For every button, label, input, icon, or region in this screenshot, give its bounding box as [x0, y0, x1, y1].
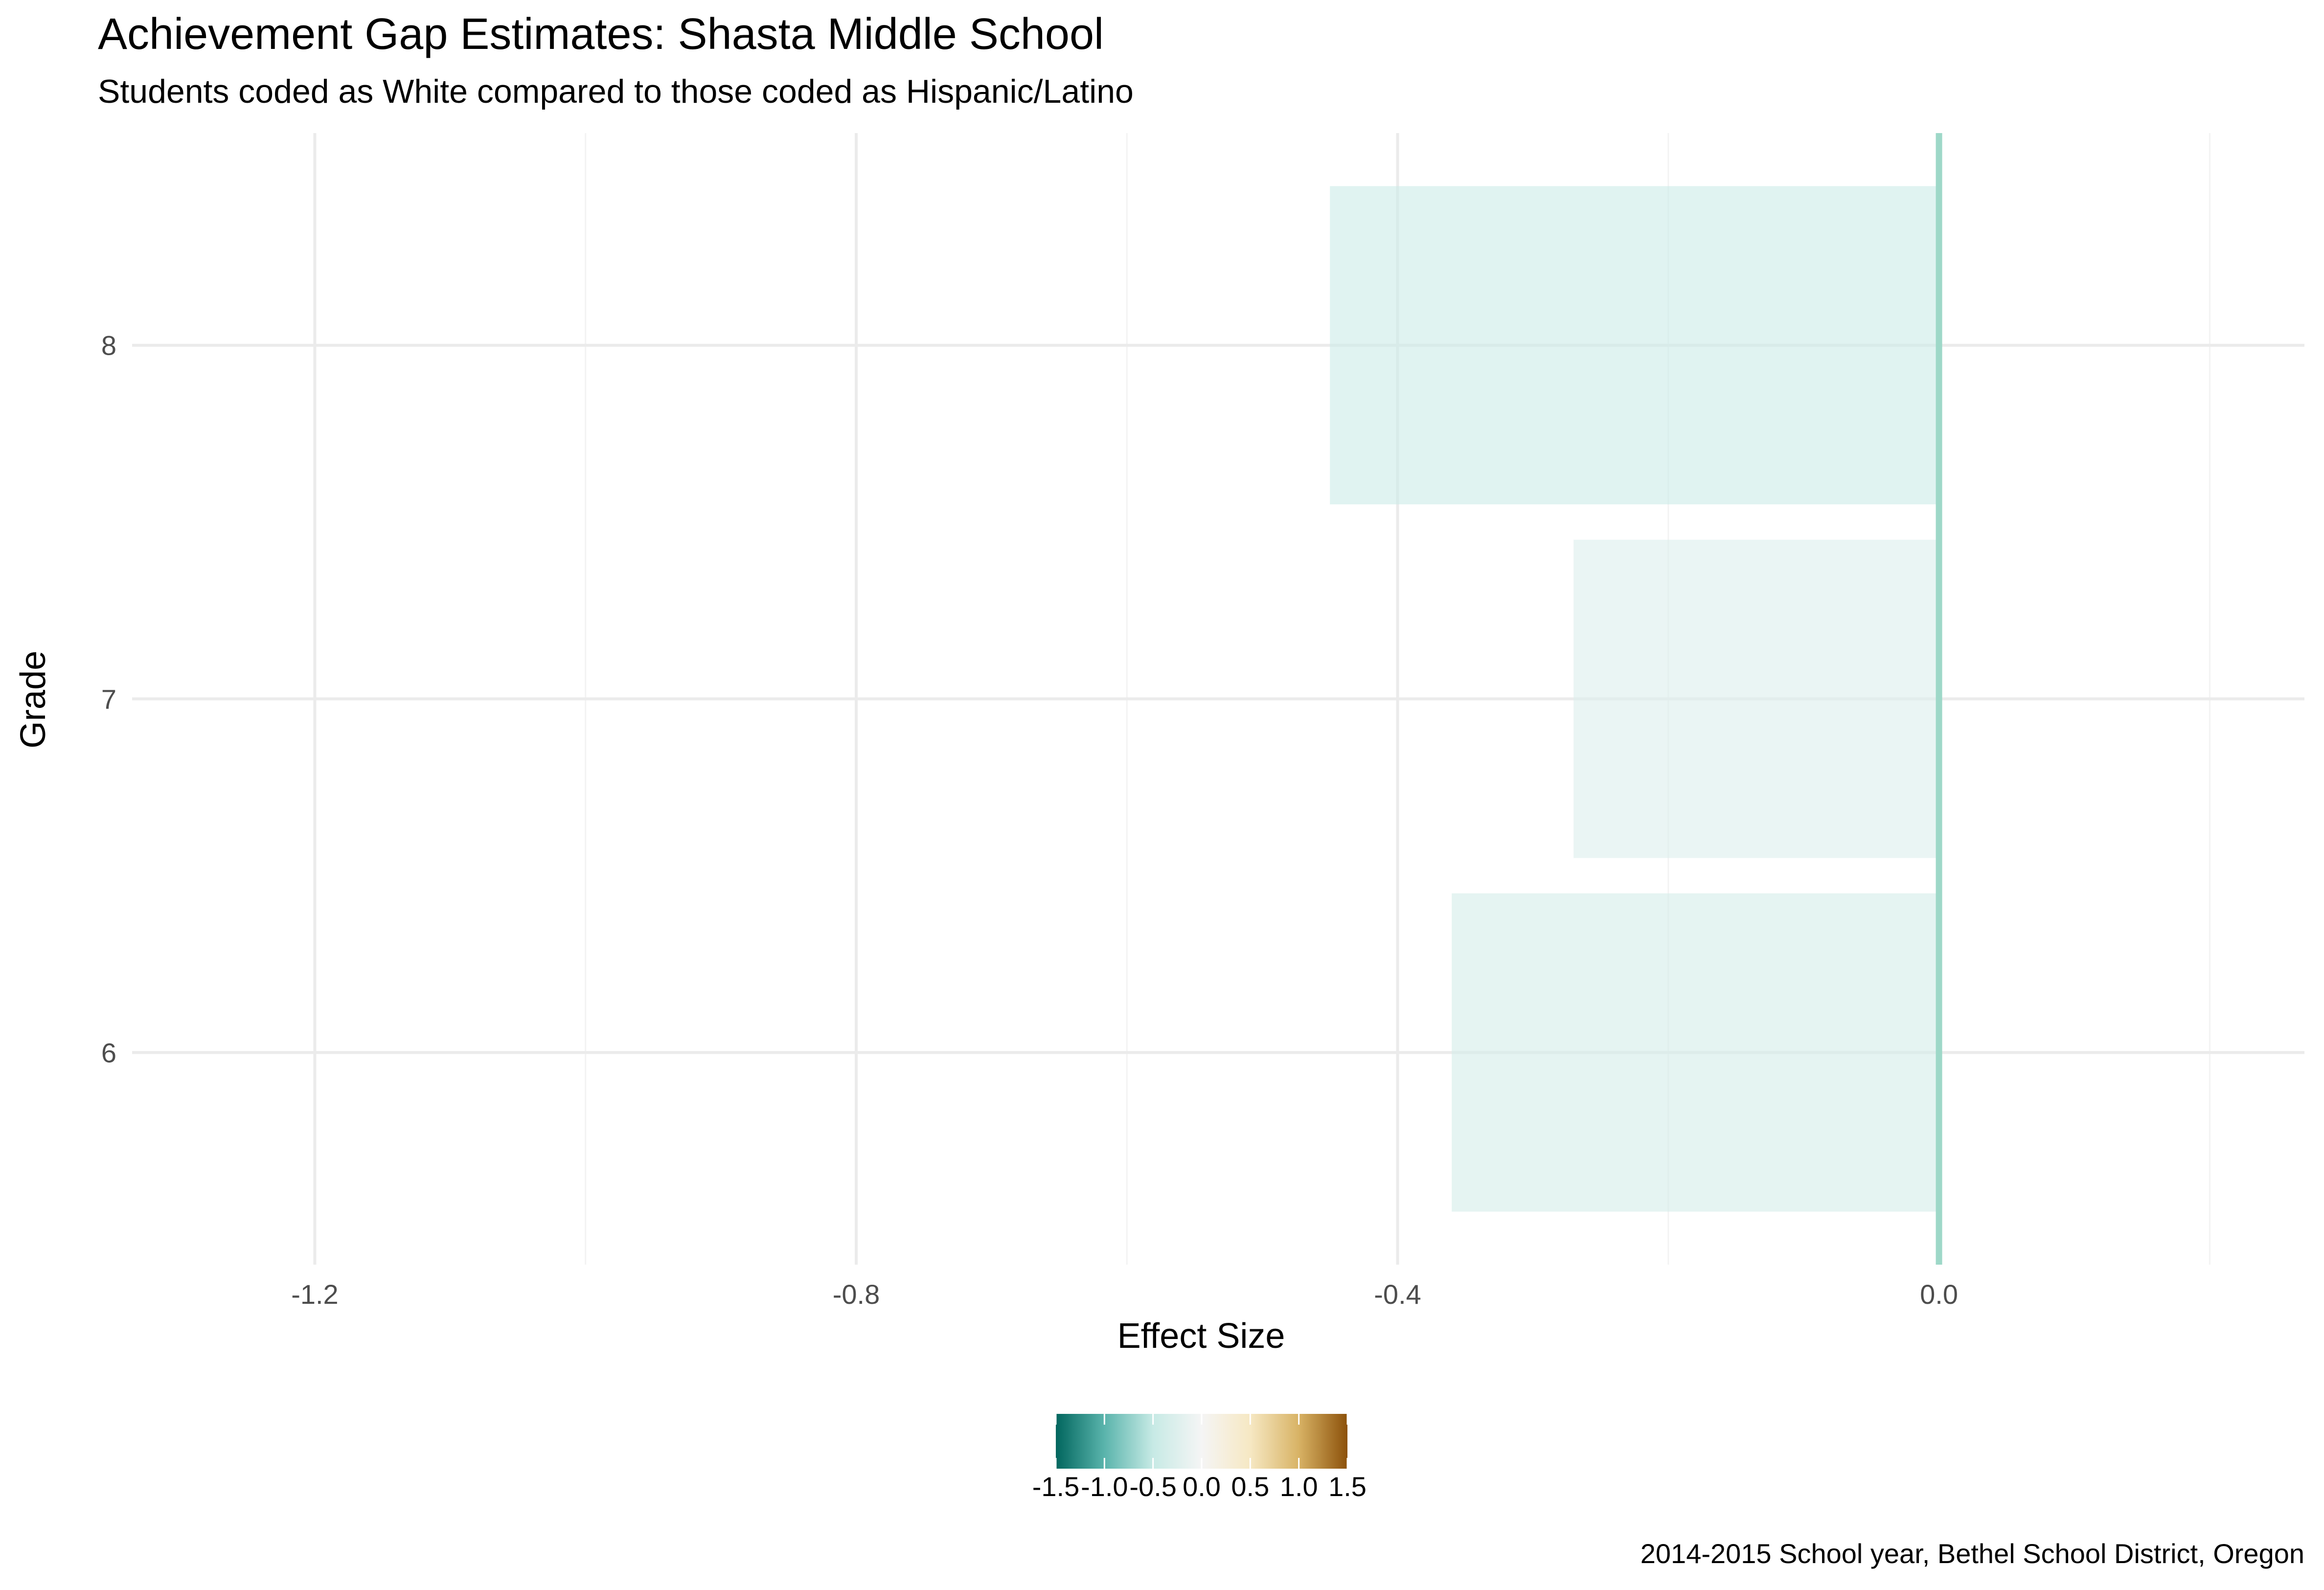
x-tick-label: -1.2	[291, 1279, 339, 1310]
x-axis-ticks: -1.2 -0.8 -0.4 0.0	[291, 1279, 1958, 1310]
x-axis-title: Effect Size	[1117, 1317, 1285, 1356]
bars	[1330, 186, 1939, 1212]
chart-subtitle: Students coded as White compared to thos…	[98, 73, 1134, 110]
x-tick-label: -0.8	[833, 1279, 880, 1310]
colorbar-legend: -1.5 -1.0 -0.5 0.0 0.5 1.0 1.5	[1032, 1414, 1367, 1502]
bar-grade-7	[1573, 540, 1939, 858]
colorbar-tick-label: 1.0	[1280, 1471, 1318, 1502]
colorbar-tick-label: 0.5	[1231, 1471, 1269, 1502]
y-tick-label: 6	[101, 1037, 116, 1068]
x-tick-label: -0.4	[1374, 1279, 1421, 1310]
x-tick-label: 0.0	[1920, 1279, 1958, 1310]
chart-caption: 2014-2015 School year, Bethel School Dis…	[1640, 1538, 2304, 1569]
y-axis-title: Grade	[14, 651, 53, 749]
colorbar-tick-label: 1.5	[1328, 1471, 1367, 1502]
y-tick-label: 8	[101, 330, 116, 361]
bar-grade-8	[1330, 186, 1939, 504]
y-tick-label: 7	[101, 684, 116, 715]
plot-area: -1.2 -0.8 -0.4 0.0 6 7 8	[101, 133, 2304, 1310]
colorbar-tick-label: -1.5	[1032, 1471, 1080, 1502]
colorbar-ticks: -1.5 -1.0 -0.5 0.0 0.5 1.0 1.5	[1032, 1414, 1367, 1502]
grid	[132, 133, 2304, 1265]
y-axis-ticks: 6 7 8	[101, 330, 116, 1068]
colorbar-tick-label: -0.5	[1129, 1471, 1177, 1502]
chart-title: Achievement Gap Estimates: Shasta Middle…	[98, 10, 1104, 59]
colorbar-tick-label: 0.0	[1183, 1471, 1221, 1502]
colorbar-tick-label: -1.0	[1081, 1471, 1128, 1502]
bar-grade-6	[1452, 893, 1939, 1212]
